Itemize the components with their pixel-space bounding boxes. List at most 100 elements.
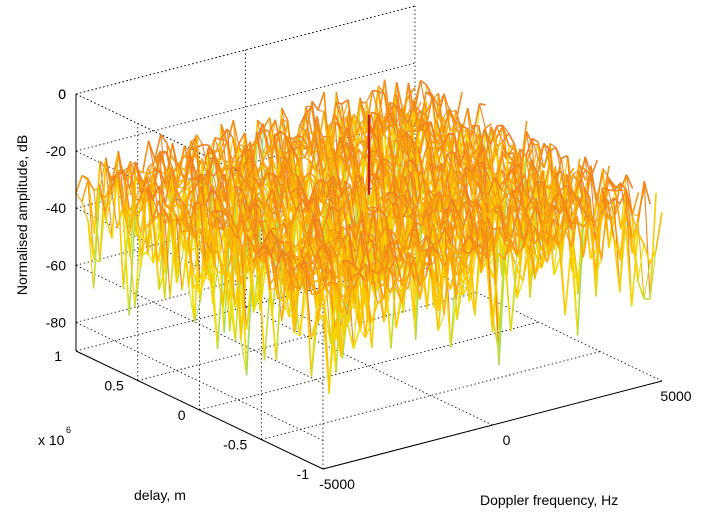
surface-segment bbox=[395, 240, 403, 263]
surface-segment bbox=[111, 170, 119, 239]
surface-segment bbox=[246, 234, 254, 247]
surface-segment bbox=[323, 305, 332, 345]
surface-segment bbox=[637, 280, 645, 300]
surface-segment bbox=[325, 189, 334, 219]
surface-segment bbox=[530, 159, 538, 175]
surface-segment bbox=[335, 102, 343, 121]
surface-segment bbox=[286, 138, 294, 160]
surface-segment bbox=[425, 91, 433, 98]
surface-segment bbox=[419, 80, 427, 113]
surface-segment bbox=[152, 185, 160, 198]
surface-segment bbox=[199, 202, 207, 262]
surface-segment bbox=[516, 211, 524, 240]
surface-segment bbox=[382, 112, 391, 130]
surface-segment bbox=[129, 166, 137, 201]
surface-segment bbox=[425, 246, 433, 252]
y-axis-label: delay, m bbox=[134, 487, 186, 503]
surface-segment bbox=[223, 229, 231, 245]
surface-segment bbox=[537, 158, 545, 169]
surface-segment bbox=[359, 97, 367, 120]
surface-segment bbox=[214, 139, 222, 153]
surface-segment bbox=[389, 112, 396, 125]
surface-segment bbox=[428, 162, 436, 170]
surface-segment bbox=[382, 125, 391, 134]
surface-segment bbox=[613, 182, 622, 217]
surface-segment bbox=[147, 161, 155, 168]
surface-segment bbox=[187, 203, 195, 246]
surface-segment bbox=[217, 212, 225, 219]
surface-segment bbox=[356, 174, 363, 178]
surface-segment bbox=[419, 275, 427, 287]
surface-segment bbox=[480, 258, 487, 265]
surface-segment bbox=[438, 227, 446, 243]
surface-segment bbox=[353, 233, 362, 272]
surface-segment bbox=[536, 181, 543, 184]
surface-segment bbox=[496, 125, 504, 138]
surface-segment bbox=[495, 151, 503, 177]
surface-segment bbox=[199, 275, 206, 279]
surface-segment bbox=[223, 212, 231, 221]
surface bbox=[75, 79, 663, 394]
surface-segment bbox=[558, 226, 566, 316]
surface-segment bbox=[339, 136, 347, 164]
surface-segment bbox=[329, 270, 337, 284]
surface-segment bbox=[332, 189, 339, 201]
surface-segment bbox=[522, 229, 530, 248]
surface-segment bbox=[128, 161, 137, 189]
surface-segment bbox=[205, 189, 214, 203]
surface-segment bbox=[331, 228, 338, 233]
x-axis-line bbox=[322, 380, 663, 470]
surface-segment bbox=[385, 227, 392, 231]
surface-segment bbox=[293, 331, 301, 337]
surface-segment bbox=[606, 200, 615, 238]
surface-segment bbox=[310, 314, 318, 339]
surface-segment bbox=[346, 268, 355, 291]
surface-segment bbox=[323, 244, 331, 251]
surface-segment bbox=[433, 191, 442, 217]
surface-segment bbox=[455, 250, 463, 300]
surface-segment bbox=[274, 119, 282, 151]
surface-segment bbox=[230, 165, 238, 171]
z-tick-label: -40 bbox=[46, 200, 66, 216]
surface-segment bbox=[163, 208, 172, 223]
surface-segment bbox=[252, 249, 260, 274]
surface-segment bbox=[75, 175, 83, 194]
surface-segment bbox=[336, 238, 344, 261]
surface-segment bbox=[359, 247, 367, 272]
surface-segment bbox=[553, 204, 561, 215]
surface-segment bbox=[513, 153, 521, 190]
surface-segment bbox=[352, 271, 360, 278]
surface-segment bbox=[461, 235, 470, 248]
surface-segment bbox=[286, 136, 294, 140]
surface-segment bbox=[223, 212, 231, 229]
surface-segment bbox=[391, 203, 399, 224]
surface-segment bbox=[188, 186, 196, 195]
surface-segment bbox=[400, 137, 409, 166]
surface-segment bbox=[491, 252, 500, 333]
surface-segment bbox=[105, 195, 113, 220]
surface-segment bbox=[217, 218, 225, 334]
surface-segment bbox=[504, 256, 512, 332]
surface-segment bbox=[553, 192, 561, 199]
surface-segment bbox=[314, 184, 322, 203]
surface-segment bbox=[437, 93, 445, 118]
surface-segment bbox=[478, 103, 486, 129]
surface-segment bbox=[489, 125, 498, 145]
surface-segment bbox=[296, 209, 303, 213]
surface-segment bbox=[594, 221, 603, 261]
surface-segment bbox=[407, 122, 414, 128]
surface-segment bbox=[199, 268, 207, 294]
surface-segment bbox=[461, 249, 469, 255]
surface-segment bbox=[254, 178, 262, 193]
surface-segment bbox=[210, 253, 219, 349]
surface-segment bbox=[263, 245, 271, 284]
surface-segment bbox=[481, 197, 489, 214]
surface-segment bbox=[358, 123, 367, 139]
surface-segment bbox=[489, 166, 498, 224]
surface-segment bbox=[430, 121, 438, 153]
surface-segment bbox=[262, 123, 270, 149]
surface-segment bbox=[299, 261, 307, 291]
surface-segment bbox=[456, 291, 464, 296]
surface-segment bbox=[170, 168, 179, 282]
surface-segment bbox=[449, 108, 457, 123]
